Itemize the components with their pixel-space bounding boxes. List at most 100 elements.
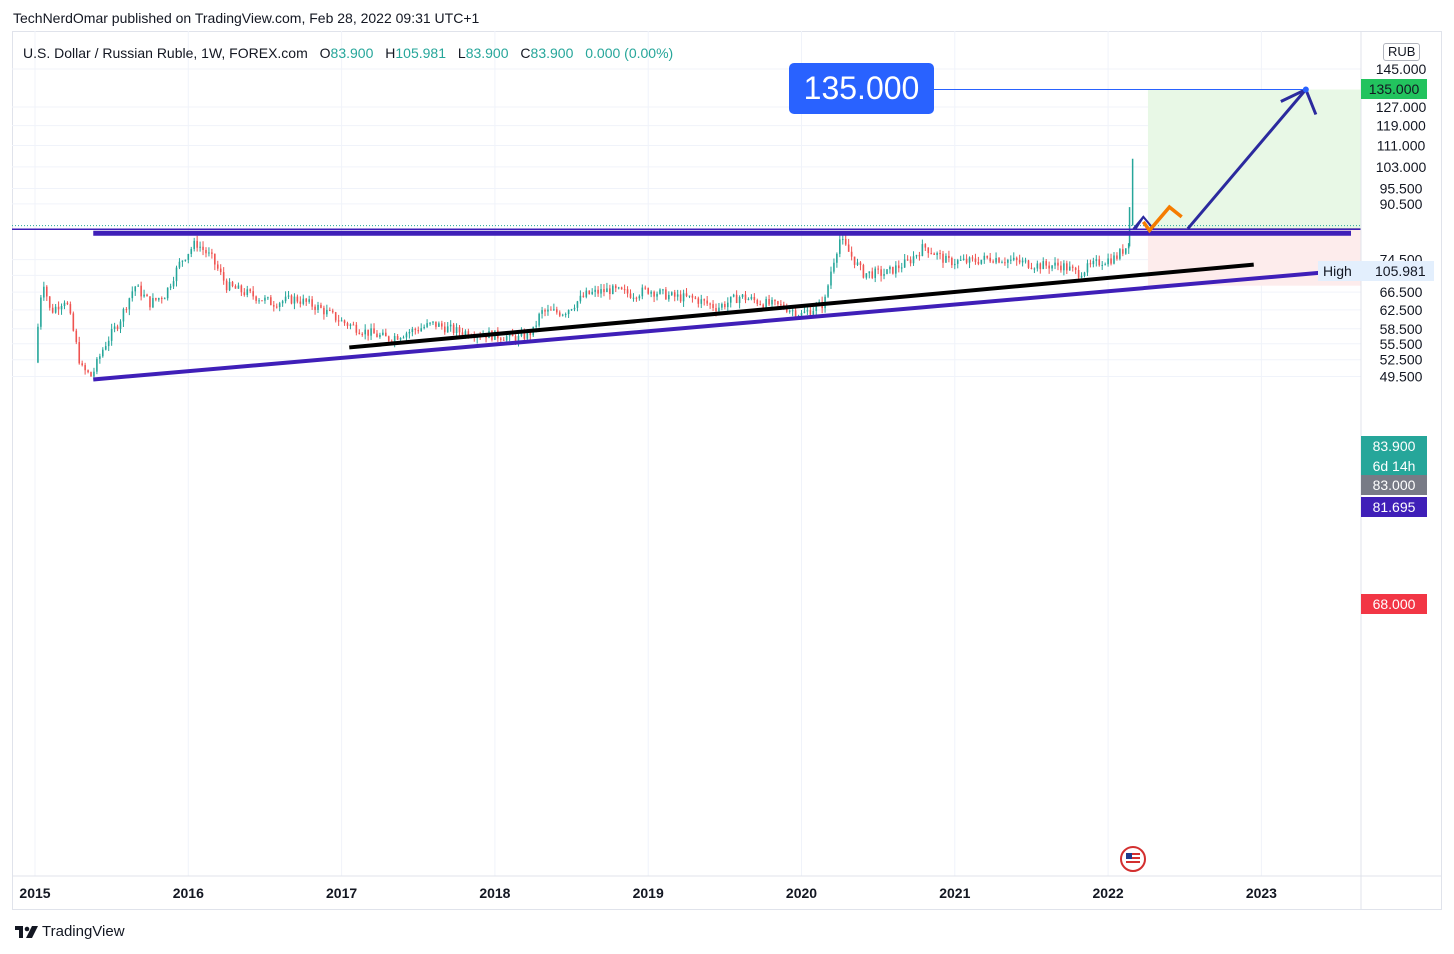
candle-body bbox=[96, 358, 98, 372]
candle-body bbox=[379, 334, 381, 338]
candle-body bbox=[146, 294, 148, 297]
candle-body bbox=[567, 309, 570, 315]
candle-body bbox=[166, 287, 169, 299]
price-tick-label: 127.000 bbox=[1376, 99, 1427, 115]
candles bbox=[37, 158, 1134, 381]
axes: 145.000 127.000 119.000 111.000 103.000 95.50… bbox=[12, 31, 1442, 909]
tradingview-logo[interactable]: TradingView bbox=[14, 923, 125, 940]
resistance-level-tag: 81.695 bbox=[1361, 497, 1427, 517]
candle-body bbox=[399, 338, 402, 340]
candle-body bbox=[700, 299, 703, 304]
candle-body bbox=[329, 309, 331, 311]
candle-body bbox=[270, 297, 272, 306]
candle-body bbox=[116, 326, 119, 330]
candle-body bbox=[246, 289, 249, 295]
candle-body bbox=[685, 293, 688, 297]
candle-body bbox=[886, 269, 888, 275]
candle-body bbox=[959, 259, 962, 261]
candle-body bbox=[208, 252, 210, 254]
candle-body bbox=[600, 289, 602, 294]
candle-body bbox=[364, 329, 366, 335]
candle-body bbox=[234, 286, 237, 289]
candle-body bbox=[1060, 265, 1062, 271]
candle-body bbox=[1104, 264, 1106, 266]
candle-body bbox=[839, 239, 841, 254]
candle-body bbox=[544, 310, 546, 312]
candle-body bbox=[420, 328, 422, 332]
currency-badge[interactable]: RUB bbox=[1383, 43, 1421, 61]
candle-body bbox=[906, 259, 909, 261]
candle-body bbox=[128, 298, 131, 310]
candle-body bbox=[228, 281, 231, 291]
target-price-label[interactable]: 135.000 bbox=[789, 63, 934, 114]
candle-body bbox=[517, 335, 520, 343]
time-tick-label: 2020 bbox=[786, 885, 817, 901]
candle-body bbox=[591, 291, 593, 294]
candle-body bbox=[986, 255, 989, 258]
us-flag-icon[interactable] bbox=[1119, 845, 1147, 873]
symbol-name[interactable]: U.S. Dollar / Russian Ruble, 1W, FOREX.c… bbox=[23, 45, 308, 61]
candle-body bbox=[376, 333, 378, 338]
candle-body bbox=[249, 289, 252, 292]
candle-body bbox=[370, 328, 372, 336]
candle-body bbox=[1107, 258, 1109, 265]
time-tick-label: 2015 bbox=[19, 885, 50, 901]
candle-body bbox=[703, 299, 706, 301]
candle-body bbox=[361, 333, 364, 335]
candle-body bbox=[278, 303, 281, 307]
candle-body bbox=[765, 299, 767, 308]
candle-body bbox=[311, 299, 313, 307]
drawings[interactable] bbox=[12, 86, 1361, 382]
change-value: 0.000 (0.00%) bbox=[585, 45, 674, 61]
candle-body bbox=[225, 280, 228, 291]
candle-body bbox=[455, 327, 458, 333]
candle-body bbox=[726, 302, 729, 308]
candle-body bbox=[1063, 263, 1065, 271]
candle-body bbox=[331, 310, 334, 313]
candle-body bbox=[659, 289, 661, 294]
candle-body bbox=[529, 331, 532, 336]
candle-body bbox=[1033, 268, 1036, 270]
candle-body bbox=[196, 240, 198, 248]
candle-body bbox=[214, 253, 216, 265]
open-value: 83.900 bbox=[330, 45, 374, 61]
high-tag-value: 105.981 bbox=[1375, 263, 1426, 279]
candle-body bbox=[48, 296, 51, 308]
candle-body bbox=[547, 309, 549, 312]
high-label: H bbox=[385, 45, 396, 61]
candle-body bbox=[892, 266, 894, 274]
candle-body bbox=[308, 299, 310, 302]
candle-body bbox=[113, 326, 116, 330]
candle-body bbox=[267, 297, 269, 299]
time-tick-label: 2016 bbox=[173, 885, 204, 901]
candle-body bbox=[673, 292, 676, 297]
candle-body bbox=[915, 255, 918, 257]
candle-body bbox=[429, 322, 431, 324]
candle-body bbox=[756, 300, 759, 304]
candle-body bbox=[72, 313, 75, 331]
candle-body bbox=[688, 295, 691, 297]
candle-body bbox=[1095, 259, 1098, 261]
candle-body bbox=[382, 332, 384, 335]
candle-body bbox=[558, 312, 561, 316]
candle-body bbox=[623, 289, 626, 291]
candle-body bbox=[367, 329, 369, 336]
candle-body bbox=[231, 281, 234, 287]
candle-body bbox=[287, 295, 290, 297]
candle-body bbox=[423, 326, 425, 329]
candle-body bbox=[815, 304, 818, 311]
candle-body bbox=[446, 326, 449, 333]
target-price-tag: 135.000 bbox=[1361, 79, 1427, 99]
candle-body bbox=[759, 303, 762, 305]
candle-body bbox=[90, 372, 92, 377]
candle-body bbox=[252, 291, 254, 297]
candle-body bbox=[856, 262, 859, 265]
candle-body bbox=[275, 306, 278, 308]
candle-body bbox=[346, 323, 349, 326]
candle-body bbox=[255, 296, 257, 301]
candle-body bbox=[1066, 263, 1068, 271]
publisher-line: TechNerdOmar published on TradingView.co… bbox=[13, 10, 480, 26]
price-tick-label: 55.500 bbox=[1380, 336, 1423, 352]
candle-body bbox=[373, 328, 375, 334]
